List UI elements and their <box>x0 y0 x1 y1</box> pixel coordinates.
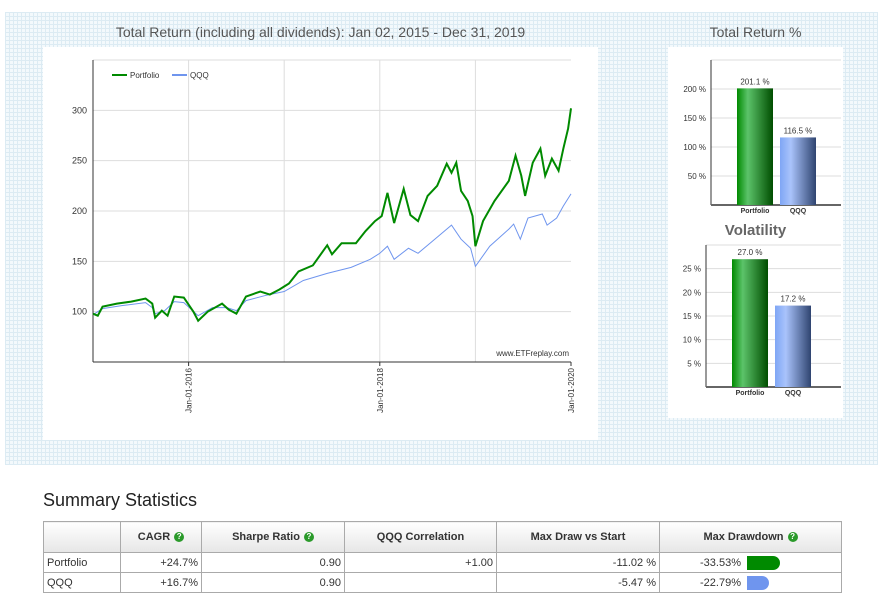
max-draw-vs-start-cell: -5.47 % <box>496 572 660 593</box>
max-drawdown-value: -33.53% <box>700 556 741 569</box>
total-return-title: Total Return % <box>709 24 802 40</box>
series-line-portfolio <box>92 108 572 323</box>
y-tick-label: 100 % <box>683 143 706 152</box>
help-icon[interactable]: ? <box>174 532 185 543</box>
table-row: QQQ +16.7% 0.90 -5.47 % -22.79% <box>43 572 842 593</box>
header-label: Sharpe Ratio <box>232 531 300 543</box>
x-tick-label: Portfolio <box>741 208 770 215</box>
y-tick-label: 20 % <box>683 288 701 297</box>
bar-qqq <box>780 137 816 205</box>
x-tick-label: Jan-01-2020 <box>567 367 576 412</box>
drawdown-bar <box>746 555 780 570</box>
max-drawdown-value: -22.79% <box>700 576 741 589</box>
bar-qqq <box>775 305 811 387</box>
legend-label: QQQ <box>190 71 209 80</box>
header-label: Max Drawdown <box>703 531 784 543</box>
help-icon[interactable]: ? <box>303 532 314 543</box>
row-name: Portfolio <box>43 552 121 573</box>
header-name <box>43 521 121 553</box>
x-tick-label: Jan-01-2018 <box>376 367 385 412</box>
data-label: 116.5 % <box>784 126 813 135</box>
y-tick-label: 200 % <box>683 85 706 94</box>
sharpe-cell: 0.90 <box>201 572 345 593</box>
sharpe-cell: 0.90 <box>201 552 345 573</box>
data-label: 17.2 % <box>781 295 806 304</box>
header-cagr: CAGR? <box>120 521 202 553</box>
header-sharpe: Sharpe Ratio? <box>201 521 345 553</box>
correlation-cell: +1.00 <box>344 552 497 573</box>
y-tick-label: 15 % <box>683 312 701 321</box>
header-max-draw-vs-start: Max Draw vs Start <box>496 521 660 553</box>
total-return-bar-chart: 50 % 100 % 150 % 200 % 201.1 % Portfolio 116.5… <box>683 59 841 215</box>
cagr-cell: +24.7% <box>120 552 202 573</box>
y-tick-label: 5 % <box>687 359 701 368</box>
row-name: QQQ <box>43 572 121 593</box>
volatility-title: Volatility <box>724 222 787 239</box>
total-return-panel: 50 % 100 % 150 % 200 % 201.1 % Portfolio 116.5… <box>668 47 843 215</box>
y-tick-label: 100 <box>72 307 87 317</box>
table-row: Portfolio +24.7% 0.90 +1.00 -11.02 % -33… <box>43 552 842 573</box>
max-draw-vs-start-cell: -11.02 % <box>496 552 660 573</box>
table-header-row: CAGR? Sharpe Ratio? QQQ Correlation Max … <box>43 521 842 553</box>
bar-portfolio <box>732 259 768 387</box>
y-tick-label: 150 % <box>683 114 706 123</box>
drawdown-bar <box>746 575 770 590</box>
y-tick-label: 10 % <box>683 336 701 345</box>
max-drawdown-cell: -22.79% <box>659 572 842 593</box>
volatility-panel: Volatility 5 % 10 % 15 % 20 % 25 % 27.0 % Port… <box>668 215 843 418</box>
summary-table: CAGR? Sharpe Ratio? QQQ Correlation Max … <box>43 521 842 593</box>
x-tick-label: QQQ <box>785 390 802 397</box>
y-tick-label: 250 <box>72 156 87 166</box>
legend-label: Portfolio <box>130 71 160 80</box>
volatility-bar-chart: 5 % 10 % 15 % 20 % 25 % 27.0 % Portfolio 17.2 %… <box>683 244 841 397</box>
y-tick-label: 25 % <box>683 265 701 274</box>
x-tick-label: Jan-01-2016 <box>185 367 194 412</box>
series-line-qqq <box>92 193 572 317</box>
y-tick-label: 300 <box>72 105 87 115</box>
help-icon[interactable]: ? <box>787 532 798 543</box>
y-tick-label: 50 % <box>688 172 706 181</box>
header-label: CAGR <box>137 531 171 543</box>
line-chart: 100 150 200 250 300 Jan-01-2016 Jan-01-2018 Jan… <box>72 59 576 413</box>
data-label: 27.0 % <box>738 248 763 257</box>
header-max-drawdown: Max Drawdown? <box>659 521 842 553</box>
cagr-cell: +16.7% <box>120 572 202 593</box>
data-label: 201.1 % <box>740 77 769 86</box>
y-tick-label: 200 <box>72 206 87 216</box>
line-chart-panel: 100 150 200 250 300 Jan-01-2016 Jan-01-2018 Jan… <box>43 47 598 440</box>
y-tick-label: 150 <box>72 256 87 266</box>
x-tick-label: QQQ <box>790 208 807 215</box>
x-tick-label: Portfolio <box>736 390 765 397</box>
correlation-cell <box>344 572 497 593</box>
summary-title: Summary Statistics <box>43 490 198 510</box>
header-correlation: QQQ Correlation <box>344 521 497 553</box>
watermark: www.ETFreplay.com <box>495 349 569 358</box>
max-drawdown-cell: -33.53% <box>659 552 842 573</box>
bar-portfolio <box>737 88 773 205</box>
line-chart-title: Total Return (including all dividends): … <box>115 24 526 40</box>
